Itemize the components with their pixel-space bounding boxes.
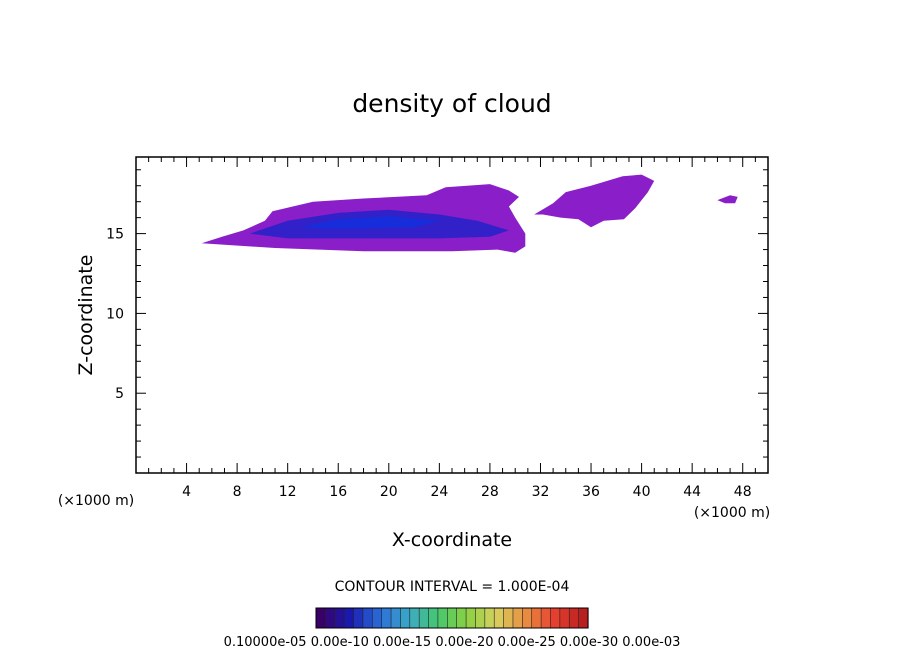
x-tick-label: 12 <box>279 484 297 500</box>
colorbar-cell <box>353 607 364 629</box>
contour-region-2 <box>300 216 440 229</box>
colorbar-cell <box>362 607 373 629</box>
x-tick-label: 16 <box>329 484 347 500</box>
x-tick-label: 48 <box>734 484 752 500</box>
x-axis-label: X-coordinate <box>392 529 512 551</box>
contour-region-3 <box>534 174 655 228</box>
x-tick-label: 4 <box>182 484 191 500</box>
colorbar-cell <box>381 607 392 629</box>
x-tick-label: 8 <box>233 484 242 500</box>
x-tick-label: 32 <box>532 484 550 500</box>
colorbar-cell <box>390 607 402 629</box>
y-unit-label: (×1000 m) <box>58 493 134 509</box>
colorbar-cell <box>456 607 467 629</box>
colorbar-cell <box>568 607 580 629</box>
x-tick-label: 28 <box>481 484 499 500</box>
colorbar-cell <box>475 607 486 629</box>
colorbar-cell <box>343 607 355 629</box>
colorbar-cell <box>559 607 570 629</box>
colorbar-cell <box>437 607 448 629</box>
colorbar-cell <box>325 607 336 629</box>
colorbar-cell <box>371 607 383 629</box>
colorbar-cell <box>334 607 345 629</box>
colorbar-labels: 0.10000e-05 0.00e-10 0.00e-15 0.00e-20 0… <box>224 635 681 650</box>
colorbar-cell <box>493 607 505 629</box>
colorbar-cell <box>447 607 458 629</box>
x-tick-label: 36 <box>582 484 600 500</box>
colorbar-cell <box>484 607 495 629</box>
colorbar-cell <box>400 607 411 629</box>
contour-interval-text: CONTOUR INTERVAL = 1.000E-04 <box>335 579 570 595</box>
cloud-regions <box>201 174 738 253</box>
colorbar-cell <box>540 607 552 629</box>
colorbar-cell <box>315 607 326 629</box>
contour-region-4 <box>717 195 738 204</box>
colorbar-frame <box>315 607 589 629</box>
colorbar-cell <box>531 607 542 629</box>
y-axis-ticks: 5 10 15 <box>106 169 768 474</box>
colorbar-cell <box>428 607 439 629</box>
x-tick-label: 44 <box>683 484 701 500</box>
y-tick-label: 5 <box>115 386 124 402</box>
y-axis-label: Z-coordinate <box>75 255 97 376</box>
colorbar-cell <box>503 607 514 629</box>
chart-title: density of cloud <box>352 89 551 118</box>
colorbar-cell <box>512 607 523 629</box>
x-tick-label: 24 <box>430 484 448 500</box>
colorbar-cell <box>522 607 533 629</box>
colorbar-cell <box>409 607 420 629</box>
colorbar-cell <box>550 607 561 629</box>
x-tick-label: 40 <box>633 484 651 500</box>
y-tick-label: 10 <box>106 306 124 322</box>
colorbar-cell <box>578 607 589 629</box>
colorbar-cell <box>465 607 477 629</box>
y-tick-label: 15 <box>106 227 124 243</box>
x-axis-ticks: 4 8 12 16 20 24 28 32 36 40 44 48 <box>135 157 769 500</box>
x-tick-label: 20 <box>380 484 398 500</box>
x-unit-label: (×1000 m) <box>694 505 770 521</box>
colorbar <box>315 607 589 629</box>
colorbar-cell <box>418 607 430 629</box>
